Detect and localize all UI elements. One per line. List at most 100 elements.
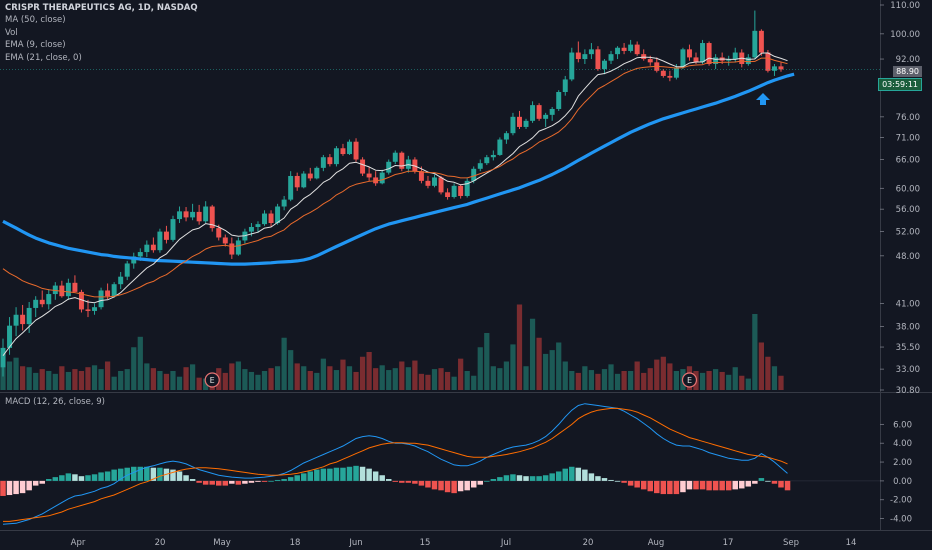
price-tick-label: 110.00 [890,1,920,11]
volume-bar [176,376,183,390]
volume-bar [484,333,490,390]
volume-bar [699,372,706,390]
macd-histogram-bar [536,476,542,481]
candle-body [549,108,555,115]
volume-bar [490,366,496,390]
price-tick-label: 66.00 [896,155,920,165]
macd-histogram-bar [719,480,725,491]
candle-body [477,163,483,169]
volume-bar [170,371,176,390]
macd-histogram-bar [529,476,536,481]
earnings-label: E [210,376,215,385]
candle-body [157,231,163,251]
volume-bar [451,376,457,390]
macd-histogram-bar [320,468,327,481]
candle-body [582,54,588,60]
macd-tick-label: 4.00 [893,439,912,449]
volume-bar [91,365,98,390]
candle-body [52,285,58,295]
time-tick-label: 20 [155,538,166,548]
candle-body [418,171,424,181]
candle-body [92,307,98,311]
candle-body [281,199,287,207]
macd-histogram-bar [405,480,412,483]
volume-bar [477,347,483,390]
macd-histogram-bar [555,471,562,481]
macd-tick-label: 6.00 [893,420,912,430]
time-tick-label: 17 [723,538,734,548]
time-tick-label: 18 [290,538,301,548]
volume-bar [19,366,26,390]
legend-ma50: MA (50, close) [5,15,66,26]
macd-histogram-bar [117,468,124,481]
candle-body [615,47,621,55]
volume-bars [0,304,784,390]
macd-histogram-bar [274,479,281,481]
volume-bar [294,363,300,390]
macd-signal-line [3,407,788,522]
macd-histogram-bar [399,480,405,483]
volume-bar [65,371,71,390]
candle-body [137,252,143,257]
macd-histogram-bar [752,480,758,484]
candle-body [85,309,91,311]
ma50-line [2,72,795,266]
candle-body [314,167,320,179]
macd-histogram-bar [438,480,444,491]
macd-histogram-bar [758,478,765,481]
volume-bar [242,369,248,390]
volume-bar [418,373,425,390]
volume-bar [595,373,601,390]
candle-body [490,154,496,158]
candle-body [118,276,124,285]
volume-bar [771,366,778,390]
macd-histogram-bar [196,480,202,483]
macd-histogram-bar [712,480,719,491]
macd-histogram-bar [765,480,771,482]
macd-histogram-bar [261,480,268,482]
volume-bar [601,369,608,390]
candle-body [347,141,352,155]
volume-bar [765,356,771,390]
macd-histogram-bar [732,480,738,490]
candle-body [353,141,359,160]
macd-histogram-bar [431,480,438,490]
candle-body [399,152,405,169]
macd-histogram-bar [32,480,39,486]
candle-body [379,172,385,184]
volume-bar [26,367,32,390]
macd-histogram-bar [144,466,150,481]
volume-bar [634,361,640,390]
macd-histogram-bar [444,480,451,493]
volume-bar [39,369,45,390]
volume-bar [523,366,529,390]
volume-bar [529,318,536,390]
macd-histogram-bar [739,480,745,489]
volume-bar [386,370,392,390]
macd-histogram-bar [353,465,359,481]
volume-bar [59,366,65,390]
candle-body [771,66,777,71]
macd-tick-label: 2.00 [893,458,912,468]
candle-body [556,92,562,109]
candle-body [124,263,130,277]
candle-body [301,173,307,188]
candle-body [98,290,104,308]
candle-body [765,52,771,71]
volume-bar [131,347,137,390]
volume-bar [366,352,372,390]
volume-bar [157,371,163,390]
volume-bar [412,360,418,390]
volume-bar [104,361,111,390]
candle-body [275,206,281,224]
macd-histogram-bar [300,473,307,481]
macd-histogram-bar [359,466,366,481]
candle-body [26,307,32,325]
macd-histogram-bar [425,480,431,488]
macd-histogram-bar [189,479,196,481]
candle-body [7,325,13,348]
candle-body [333,148,339,165]
candle-body [366,173,372,178]
candle-body [497,139,503,155]
